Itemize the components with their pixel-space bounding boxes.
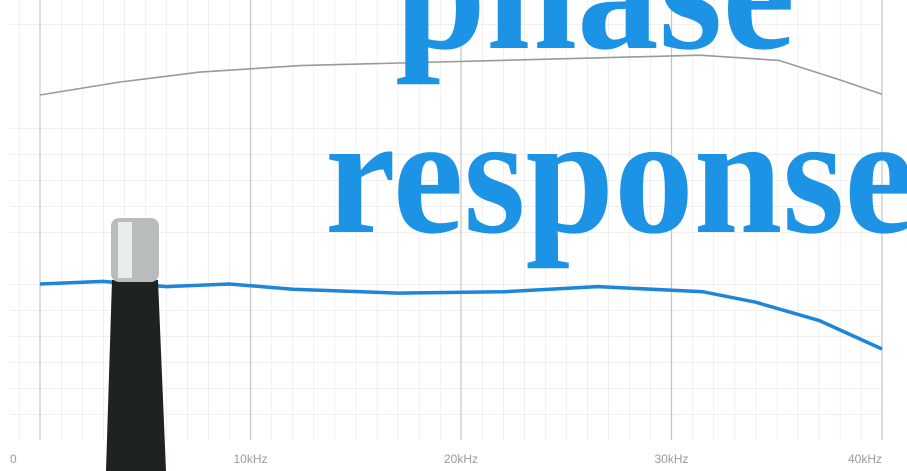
x-tick-label: 20kHz [444, 452, 478, 466]
series-line [39, 54, 883, 96]
headline-line-2: response [325, 81, 907, 269]
headline-line-1: phase [395, 0, 795, 85]
x-tick-label: 40kHz [848, 452, 882, 466]
x-tick-label: 10kHz [233, 452, 267, 466]
microphone [106, 218, 166, 471]
x-tick-label: 0 [10, 452, 17, 466]
x-tick-label: 30kHz [654, 452, 688, 466]
